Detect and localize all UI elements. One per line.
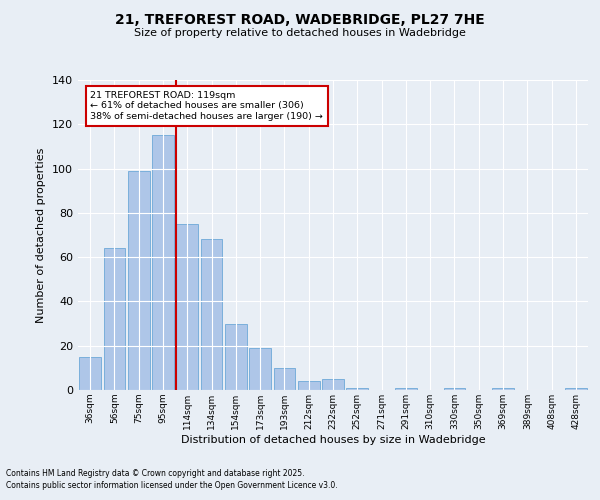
- Bar: [492, 388, 514, 390]
- Bar: [443, 388, 466, 390]
- Y-axis label: Number of detached properties: Number of detached properties: [37, 148, 46, 322]
- Bar: [200, 240, 223, 390]
- Bar: [176, 224, 198, 390]
- Bar: [565, 388, 587, 390]
- Bar: [322, 379, 344, 390]
- Text: Size of property relative to detached houses in Wadebridge: Size of property relative to detached ho…: [134, 28, 466, 38]
- Bar: [346, 388, 368, 390]
- Bar: [225, 324, 247, 390]
- Bar: [79, 357, 101, 390]
- X-axis label: Distribution of detached houses by size in Wadebridge: Distribution of detached houses by size …: [181, 434, 485, 444]
- Bar: [395, 388, 417, 390]
- Bar: [249, 348, 271, 390]
- Bar: [298, 381, 320, 390]
- Text: 21 TREFOREST ROAD: 119sqm
← 61% of detached houses are smaller (306)
38% of semi: 21 TREFOREST ROAD: 119sqm ← 61% of detac…: [91, 91, 323, 121]
- Text: Contains HM Land Registry data © Crown copyright and database right 2025.: Contains HM Land Registry data © Crown c…: [6, 468, 305, 477]
- Bar: [274, 368, 295, 390]
- Bar: [152, 136, 174, 390]
- Text: Contains public sector information licensed under the Open Government Licence v3: Contains public sector information licen…: [6, 481, 338, 490]
- Bar: [128, 171, 149, 390]
- Bar: [104, 248, 125, 390]
- Text: 21, TREFOREST ROAD, WADEBRIDGE, PL27 7HE: 21, TREFOREST ROAD, WADEBRIDGE, PL27 7HE: [115, 12, 485, 26]
